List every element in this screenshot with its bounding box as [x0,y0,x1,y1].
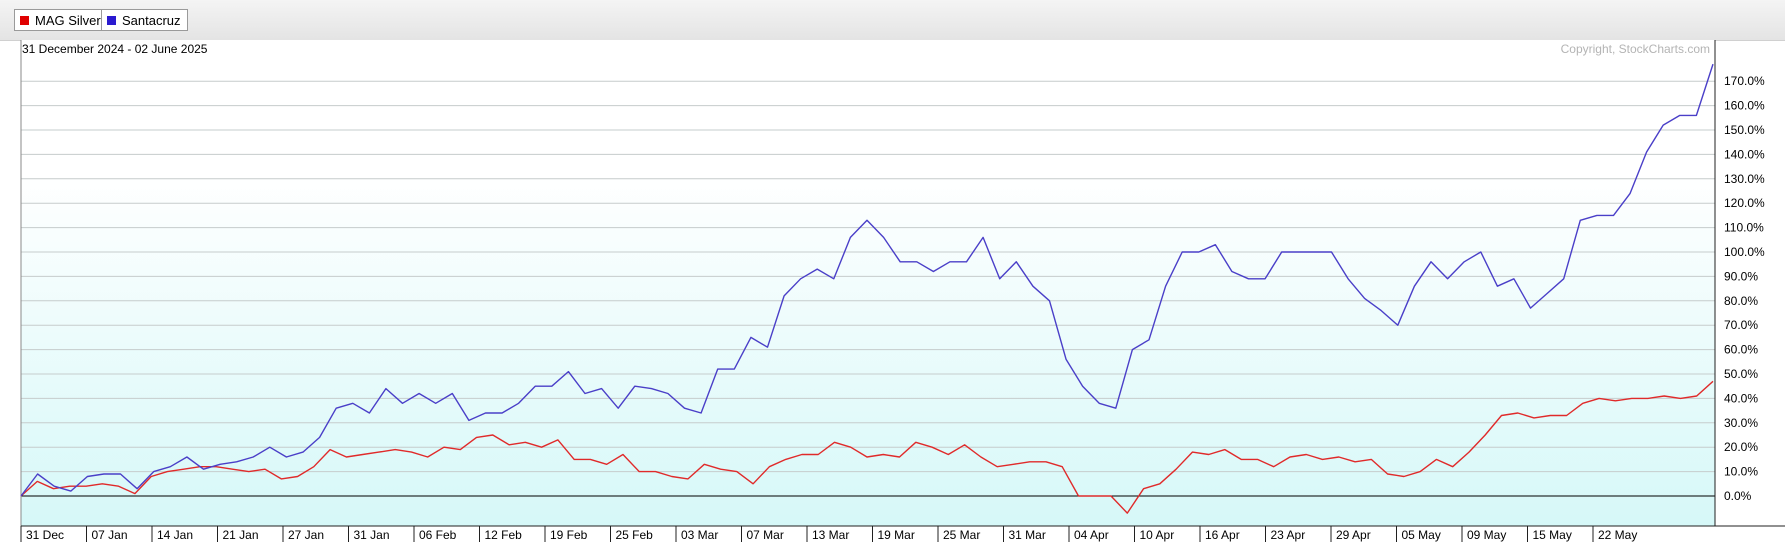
x-tick-label: 07 Mar [747,528,784,542]
y-tick-label: 140.0% [1724,147,1765,161]
copyright-label: Copyright, StockCharts.com [1561,42,1710,56]
y-tick-label: 40.0% [1724,391,1758,405]
x-axis-ticks: 31 Dec 07 Jan 14 Jan 21 Jan 27 Jan 31 Jan 06 F… [20,526,1637,542]
date-range-label: 31 December 2024 - 02 June 2025 [22,42,208,56]
legend-toolbar: MAG Silver Santacruz [0,0,1785,41]
x-tick-label: 10 Apr [1140,528,1175,542]
y-tick-label: 120.0% [1724,196,1765,210]
y-tick-label: 50.0% [1724,367,1758,381]
y-tick-label: 70.0% [1724,318,1758,332]
y-tick-label: 60.0% [1724,343,1758,357]
x-tick-label: 06 Feb [419,528,457,542]
x-tick-label: 12 Feb [485,528,523,542]
legend-label-mag-silver: MAG Silver [35,13,101,28]
x-tick-label: 04 Apr [1074,528,1109,542]
x-tick-label: 09 May [1467,528,1506,542]
x-tick-label: 25 Mar [943,528,980,542]
x-tick-label: 13 Mar [812,528,849,542]
legend-label-santacruz: Santacruz [122,13,181,28]
x-tick-label: 15 May [1533,528,1572,542]
y-tick-label: 30.0% [1724,416,1758,430]
series-santacruz-line [20,63,1714,497]
y-tick-label: 160.0% [1724,99,1765,113]
y-tick-label: 110.0% [1724,221,1764,235]
x-tick-label: 07 Jan [92,528,128,542]
x-tick-label: 21 Jan [223,528,259,542]
y-tick-label: 20.0% [1724,440,1758,454]
legend-item-santacruz[interactable]: Santacruz [101,9,188,31]
series-lines [20,63,1714,514]
y-tick-label: 90.0% [1724,269,1758,283]
x-tick-label: 31 Jan [354,528,390,542]
y-tick-label: 170.0% [1724,74,1765,88]
y-axis-ticks: 0.0% 10.0% 20.0% 30.0% 40.0% 50.0% 60.0% 70.0% 8… [1724,74,1765,503]
x-tick-label: 31 Dec [26,528,64,542]
y-tick-label: 80.0% [1724,294,1758,308]
x-tick-label: 19 Mar [878,528,915,542]
grid-lines [21,80,1715,497]
plot-area [21,40,1715,526]
x-tick-label: 16 Apr [1205,528,1240,542]
x-tick-label: 27 Jan [288,528,324,542]
y-tick-label: 0.0% [1724,489,1752,503]
x-tick-label: 23 Apr [1271,528,1306,542]
x-tick-label: 14 Jan [157,528,193,542]
y-tick-label: 150.0% [1724,123,1765,137]
santacruz-swatch [107,16,116,25]
y-tick-label: 130.0% [1724,172,1765,186]
series-mag-silver-line [20,380,1714,514]
x-tick-label: 25 Feb [616,528,654,542]
mag-silver-swatch [20,16,29,25]
x-tick-label: 05 May [1402,528,1441,542]
y-tick-label: 10.0% [1724,465,1758,479]
x-tick-label: 29 Apr [1336,528,1371,542]
x-tick-label: 03 Mar [681,528,718,542]
x-tick-label: 19 Feb [550,528,588,542]
y-tick-label: 100.0% [1724,245,1765,259]
x-tick-label: 31 Mar [1009,528,1046,542]
x-tick-label: 22 May [1598,528,1637,542]
